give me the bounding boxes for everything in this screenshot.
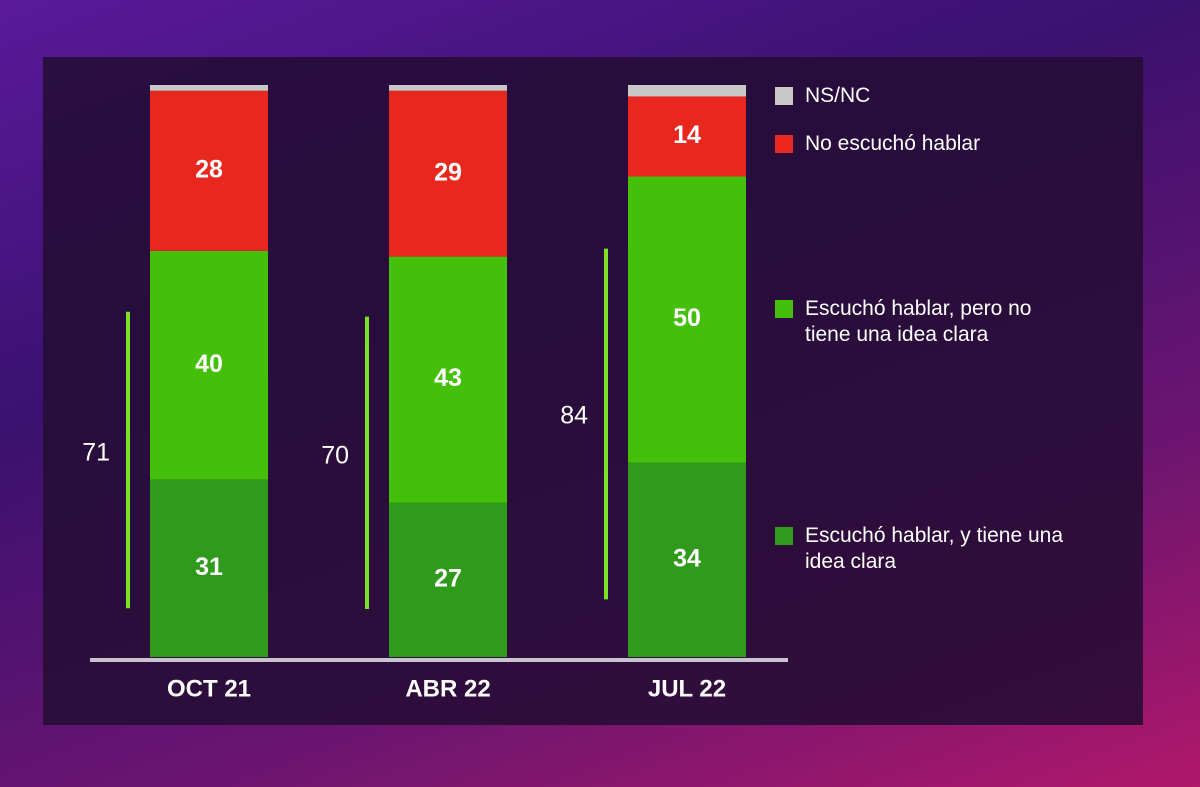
x-tick-label: OCT 21 xyxy=(167,675,251,702)
legend-swatch xyxy=(775,135,793,153)
value-label: 28 xyxy=(195,155,223,183)
x-tick-label: JUL 22 xyxy=(648,675,726,702)
bar-segment xyxy=(389,90,507,257)
bar-segment xyxy=(150,250,268,480)
bracket-label: 70 xyxy=(321,441,349,469)
legend-label: Escuchó hablar, pero no tiene una idea c… xyxy=(805,297,1032,346)
legend-swatch xyxy=(775,300,793,318)
bar-segment xyxy=(150,479,268,657)
legend-item: No escuchó hablar xyxy=(775,131,1095,157)
legend-item: NS/NC xyxy=(775,83,1095,109)
legend-label: Escuchó hablar, y tiene una idea clara xyxy=(805,524,1064,573)
legend-label: No escuchó hablar xyxy=(805,132,981,155)
bracket-label: 71 xyxy=(82,439,110,467)
bar-segment xyxy=(628,96,746,177)
bar-segment xyxy=(389,85,507,91)
bar-segment xyxy=(628,176,746,463)
value-label: 27 xyxy=(434,564,462,592)
value-label: 31 xyxy=(195,553,223,581)
legend-label: NS/NC xyxy=(805,84,871,107)
value-label: 43 xyxy=(434,364,462,392)
bar-segment xyxy=(389,256,507,503)
bar-segment xyxy=(150,85,268,91)
bar-segment xyxy=(389,502,507,657)
bar-segment xyxy=(150,90,268,251)
value-label: 14 xyxy=(673,121,701,149)
bar-segment xyxy=(628,85,746,97)
value-label: 29 xyxy=(434,158,462,186)
value-label: 34 xyxy=(673,544,701,572)
legend-swatch xyxy=(775,87,793,105)
bar-segment xyxy=(628,462,746,657)
legend-item: Escuchó hablar, y tiene una idea clara xyxy=(775,523,1095,575)
value-label: 50 xyxy=(673,304,701,332)
legend-swatch xyxy=(775,527,793,545)
x-tick-label: ABR 22 xyxy=(405,675,490,702)
legend-item: Escuchó hablar, pero no tiene una idea c… xyxy=(775,296,1095,348)
value-label: 40 xyxy=(195,350,223,378)
bracket-label: 84 xyxy=(560,401,588,429)
